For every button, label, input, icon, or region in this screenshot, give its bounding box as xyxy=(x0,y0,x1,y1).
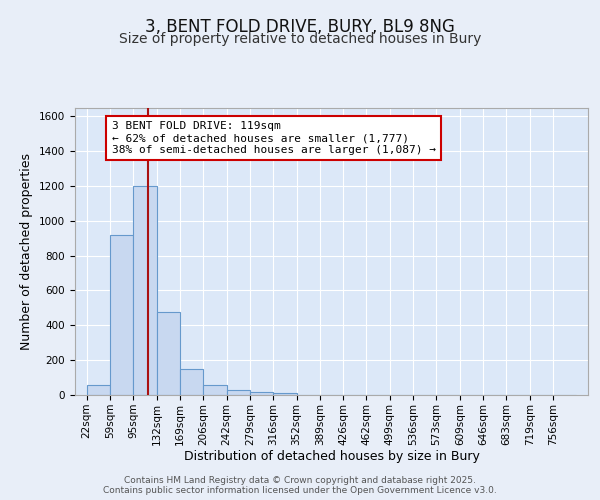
Bar xyxy=(157,312,180,395)
Bar xyxy=(180,369,203,395)
Bar xyxy=(203,384,227,395)
Text: 3 BENT FOLD DRIVE: 119sqm
← 62% of detached houses are smaller (1,777)
38% of se: 3 BENT FOLD DRIVE: 119sqm ← 62% of detac… xyxy=(112,122,436,154)
Text: Size of property relative to detached houses in Bury: Size of property relative to detached ho… xyxy=(119,32,481,46)
Bar xyxy=(133,186,157,395)
Bar xyxy=(250,392,273,395)
Y-axis label: Number of detached properties: Number of detached properties xyxy=(20,153,34,350)
Text: 3, BENT FOLD DRIVE, BURY, BL9 8NG: 3, BENT FOLD DRIVE, BURY, BL9 8NG xyxy=(145,18,455,36)
Bar xyxy=(86,386,110,395)
Text: Contains HM Land Registry data © Crown copyright and database right 2025.
Contai: Contains HM Land Registry data © Crown c… xyxy=(103,476,497,495)
X-axis label: Distribution of detached houses by size in Bury: Distribution of detached houses by size … xyxy=(184,450,479,464)
Bar xyxy=(110,234,133,395)
Bar xyxy=(273,394,296,395)
Bar xyxy=(227,390,250,395)
